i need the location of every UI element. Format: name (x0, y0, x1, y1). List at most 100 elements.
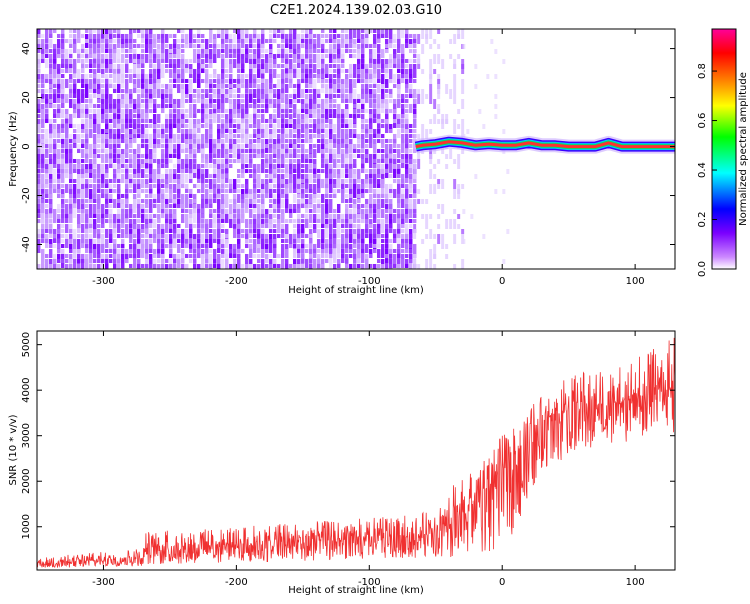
heatmap-cell (69, 74, 73, 83)
heatmap-cell (337, 79, 341, 88)
heatmap-cell (113, 184, 117, 188)
heatmap-cell (229, 144, 233, 153)
heatmap-cell (189, 119, 193, 133)
heatmap-cell (237, 244, 241, 253)
heatmap-cell (117, 74, 121, 88)
heatmap-cell (241, 29, 245, 43)
heatmap-cell (61, 79, 65, 93)
heatmap-cell (297, 134, 301, 143)
heatmap-cell (221, 139, 225, 148)
heatmap-cell (289, 209, 293, 213)
heatmap-cell (73, 104, 77, 113)
heatmap-cell (189, 34, 193, 48)
heatmap-cell (265, 239, 269, 248)
heatmap-cell (97, 74, 101, 83)
heatmap-cell (37, 204, 41, 213)
heatmap-cell (85, 149, 89, 153)
heatmap-cell (353, 129, 357, 138)
heatmap-cell (345, 214, 349, 223)
heatmap-cell (273, 69, 277, 78)
heatmap-cell (289, 54, 293, 58)
heatmap-cell (141, 234, 145, 238)
heatmap-cell (297, 249, 301, 253)
heatmap-cell (245, 119, 249, 128)
heatmap-cell (181, 34, 185, 43)
heatmap-cell (97, 194, 101, 203)
heatmap-cell (341, 154, 345, 168)
heatmap-cell (349, 44, 353, 48)
heatmap-cell (353, 109, 357, 118)
heatmap-cell (297, 204, 301, 213)
heatmap-cell (305, 84, 309, 88)
heatmap-cell (165, 219, 169, 233)
heatmap-cell (193, 34, 197, 38)
heatmap-cell (377, 224, 381, 238)
heatmap-cell (281, 239, 285, 243)
heatmap-cell (129, 99, 133, 108)
heatmap-cell (213, 89, 217, 98)
heatmap-cell (185, 99, 189, 103)
heatmap-cell (169, 79, 173, 83)
heatmap-cell (213, 34, 217, 43)
heatmap-cell (373, 214, 377, 223)
heatmap-cell (301, 264, 305, 269)
heatmap-cell (317, 49, 321, 53)
heatmap-cell (65, 154, 69, 168)
heatmap-cell (37, 74, 41, 83)
heatmap-cell (405, 114, 409, 123)
heatmap-cell (353, 44, 357, 48)
heatmap-cell (313, 44, 317, 53)
heatmap-cell (385, 214, 389, 223)
heatmap-cell (397, 124, 401, 128)
heatmap-cell (369, 44, 373, 48)
heatmap-cell (225, 214, 229, 223)
heatmap-cell (69, 214, 73, 223)
heatmap-cell (401, 159, 405, 163)
heatmap-cell (81, 169, 85, 178)
heatmap-cell (45, 224, 49, 228)
heatmap-cell (193, 169, 197, 173)
heatmap-cell (221, 189, 225, 193)
heatmap-cell (37, 84, 41, 88)
heatmap-cell (209, 99, 213, 103)
heatmap-cell (253, 149, 257, 153)
heatmap-cell (373, 29, 377, 33)
heatmap-cell (205, 154, 209, 163)
heatmap-cell (77, 249, 81, 258)
colorbar-frame (711, 28, 737, 270)
heatmap-cell (129, 149, 133, 153)
heatmap-cell (221, 249, 225, 258)
heatmap-cell (502, 189, 506, 194)
heatmap-cell (297, 209, 301, 213)
heatmap-cell (293, 139, 297, 148)
heatmap-cell (293, 174, 297, 188)
heatmap-cell (141, 164, 145, 168)
heatmap-cell (89, 224, 93, 228)
heatmap-cell (305, 129, 309, 143)
heatmap-cell (157, 64, 161, 73)
heatmap-cell (97, 244, 101, 258)
heatmap-cell (65, 39, 69, 43)
heatmap-cell (81, 139, 85, 148)
heatmap-cell (97, 179, 101, 183)
heatmap-cell (213, 79, 217, 83)
heatmap-cell (453, 119, 457, 124)
heatmap-cell (333, 219, 337, 228)
heatmap-cell (113, 169, 117, 178)
heatmap-cell (197, 239, 201, 248)
heatmap-cell (177, 259, 181, 268)
heatmap-cell (181, 39, 185, 43)
heatmap-cell (109, 124, 113, 133)
heatmap-cell (77, 124, 81, 133)
heatmap-cell (337, 224, 341, 238)
heatmap-cell (81, 209, 85, 223)
heatmap-cell (145, 189, 149, 193)
heatmap-cell (301, 114, 305, 123)
heatmap-cell (181, 214, 185, 223)
heatmap-cell (37, 124, 41, 133)
heatmap-cell (397, 159, 401, 163)
heatmap-cell (65, 94, 69, 103)
heatmap-cell (265, 124, 269, 138)
heatmap-cell (153, 214, 157, 218)
